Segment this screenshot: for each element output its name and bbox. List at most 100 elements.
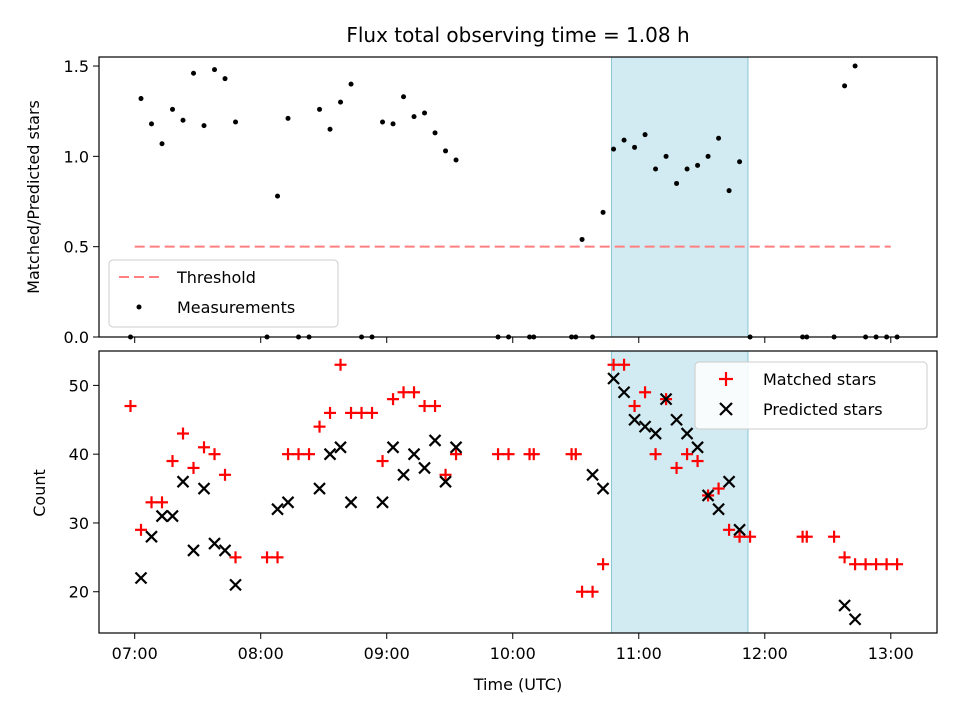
predicted-star-point [218, 544, 232, 557]
ratio-y-axis-label: Matched/Predicted stars [24, 100, 43, 294]
matched-star-point [628, 400, 641, 413]
measurement-point [233, 119, 239, 125]
predicted-stars-series [134, 372, 862, 626]
predicted-star-point [733, 523, 746, 537]
predicted-star-point [197, 482, 211, 495]
predicted-star-point [386, 441, 400, 454]
measurement-point [716, 135, 722, 141]
measurement-point [663, 153, 669, 159]
predicted-star-point [334, 441, 347, 454]
legend-matched-label: Matched stars [763, 370, 876, 389]
predicted-star-point [344, 496, 358, 509]
matched-star-point [177, 427, 190, 440]
matched-star-point [208, 448, 221, 461]
ratio-x-ticks [134, 337, 892, 343]
matched-star-point [649, 448, 662, 461]
count-panel: 20 30 40 50 07:00 08:00 09:00 10:00 11:00 12:00 1… [30, 350, 938, 694]
measurement-point [737, 159, 743, 165]
predicted-star-point [397, 468, 410, 482]
matched-star-point [450, 448, 463, 461]
matched-star-point [261, 551, 274, 564]
predicted-star-point [155, 509, 169, 523]
measurement-point [317, 106, 323, 112]
chart-title: Flux total observing time = 1.08 h [346, 23, 689, 47]
matched-star-point [324, 406, 337, 419]
predicted-star-point [649, 427, 662, 440]
matched-star-point [838, 551, 851, 564]
predicted-star-point [596, 482, 610, 495]
matched-star-point [870, 558, 883, 571]
matched-star-point [723, 523, 736, 536]
predicted-star-point [176, 475, 190, 488]
predicted-star-point [281, 496, 295, 509]
matched-star-point [492, 448, 505, 461]
matched-star-point [376, 455, 389, 468]
measurement-point [842, 83, 848, 89]
legend-predicted-swatch [719, 402, 733, 416]
predicted-star-point [617, 385, 631, 399]
x-axis-label: Time (UTC) [473, 675, 562, 694]
y-tick-label: 40 [69, 445, 89, 464]
matched-star-point [744, 530, 757, 543]
measurement-point [170, 106, 176, 112]
x-tick-label: 09:00 [364, 644, 410, 663]
matched-star-point [313, 420, 326, 433]
predicted-star-point [659, 392, 673, 406]
measurement-point [390, 121, 396, 127]
measurement-point [380, 119, 386, 125]
measurement-point [453, 157, 459, 163]
y-tick-label: 1.0 [64, 147, 89, 166]
predicted-star-point [187, 544, 200, 557]
ratio-legend: Threshold Measurements [108, 259, 339, 328]
matched-star-point [366, 406, 379, 419]
predicted-star-point [449, 441, 463, 454]
predicted-star-point [271, 502, 284, 516]
matched-star-point [345, 406, 358, 419]
measurement-point [852, 63, 858, 69]
matched-star-point [880, 558, 893, 571]
measurement-point [653, 166, 659, 172]
matched-star-point [670, 461, 683, 474]
measurement-point [600, 209, 606, 215]
measurement-point [684, 166, 690, 172]
predicted-star-point [722, 475, 736, 488]
predicted-star-point [134, 571, 148, 585]
measurement-point [642, 132, 648, 138]
matched-star-point [303, 448, 316, 461]
x-tick-label: 12:00 [742, 644, 788, 663]
predicted-star-point [439, 475, 452, 488]
predicted-star-point [313, 482, 326, 495]
matched-star-point [355, 406, 368, 419]
measurement-point [579, 236, 585, 242]
measurement-point [726, 188, 732, 194]
matched-stars-series [124, 358, 904, 598]
matched-star-point [387, 393, 400, 406]
predicted-star-point [208, 537, 221, 550]
legend-matched-swatch [719, 372, 733, 386]
predicted-star-point [848, 612, 862, 626]
matched-star-point [828, 530, 841, 543]
observing-window-shade-top [610, 56, 749, 338]
predicted-star-point [670, 413, 683, 427]
measurement-point [411, 114, 417, 120]
matched-star-point [156, 496, 169, 509]
y-tick-label: 50 [69, 376, 89, 395]
matched-star-point [569, 448, 582, 461]
matched-star-point [408, 386, 421, 399]
matched-star-point [527, 448, 540, 461]
measurement-point [149, 121, 155, 127]
measurement-point [191, 70, 197, 76]
measurement-point [432, 130, 438, 136]
x-tick-label: 08:00 [238, 644, 284, 663]
matched-star-point [733, 530, 746, 543]
matched-star-point [586, 585, 599, 598]
predicted-star-point [691, 441, 704, 454]
matched-star-point [618, 358, 631, 371]
legend-predicted-label: Predicted stars [763, 400, 883, 419]
matched-star-point [691, 455, 704, 468]
count-y-ticks: 20 30 40 50 [69, 376, 99, 602]
y-tick-label: 30 [69, 514, 89, 533]
measurement-point [443, 148, 449, 154]
measurement-point [401, 94, 407, 100]
